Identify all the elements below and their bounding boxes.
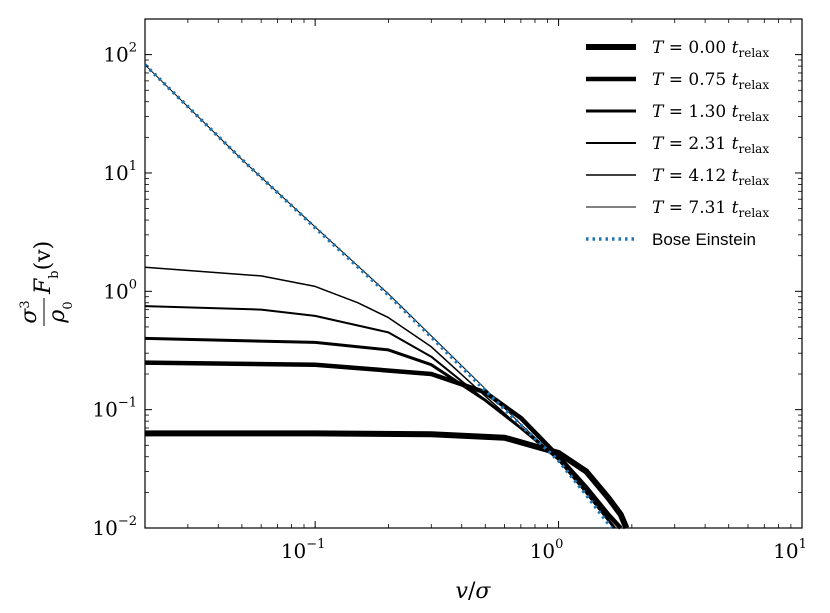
- y-tick-label: 100: [103, 277, 137, 303]
- ylabel-den-sub: 0: [61, 301, 76, 309]
- legend-label-bose-einstein: Bose Einstein: [652, 230, 756, 249]
- x-axis-label: v/σ: [456, 579, 492, 604]
- x-tick-label: 101: [773, 537, 807, 563]
- series-line-4: [144, 266, 616, 529]
- ylabel-F: F: [31, 278, 56, 295]
- y-tick-label: 102: [103, 41, 137, 67]
- ylabel-arg: (v): [31, 241, 56, 271]
- series-group: [143, 63, 630, 530]
- y-tick-label: 10−2: [92, 514, 137, 540]
- y-tick-label: 101: [103, 159, 137, 185]
- ylabel-F-sub: b: [47, 270, 62, 278]
- y-tick-label: 10−1: [92, 396, 137, 422]
- x-tick-label: 100: [530, 537, 564, 563]
- series-line-1: [144, 360, 623, 530]
- ylabel-num-exp: 3: [18, 300, 33, 308]
- legend-label-4: T = 4.12 trelax: [652, 166, 769, 188]
- legend-label-1: T = 0.75 trelax: [652, 70, 769, 92]
- legend-label-0: T = 0.00 trelax: [652, 38, 769, 60]
- legend: T = 0.00 trelax T = 0.75 trelax T = 1.30 t…: [586, 38, 769, 249]
- svg-text:Fb(v): Fb(v): [31, 241, 62, 295]
- ylabel-num: σ: [17, 308, 42, 324]
- series-line-bose-einstein: [143, 63, 613, 530]
- legend-label-2: T = 1.30 trelax: [652, 102, 769, 124]
- y-axis-label: σ3 ρ0 Fb(v): [17, 241, 76, 326]
- x-tick-label: 10−1: [281, 537, 326, 563]
- xlabel-sigma: σ: [475, 579, 491, 604]
- xlabel-slash: /: [468, 579, 476, 604]
- legend-label-3: T = 2.31 trelax: [652, 134, 769, 156]
- series-line-0: [145, 430, 630, 530]
- legend-label-5: T = 7.31 trelax: [652, 198, 769, 220]
- ylabel-den: ρ: [45, 310, 70, 324]
- svg-text:ρ0: ρ0: [45, 301, 76, 323]
- xlabel-v: v: [456, 579, 469, 604]
- tick-group: 10−1 100 101 10−2 10−1 100 101 102: [92, 19, 807, 563]
- plot-frame: [144, 18, 803, 529]
- svg-text:σ3: σ3: [17, 300, 42, 323]
